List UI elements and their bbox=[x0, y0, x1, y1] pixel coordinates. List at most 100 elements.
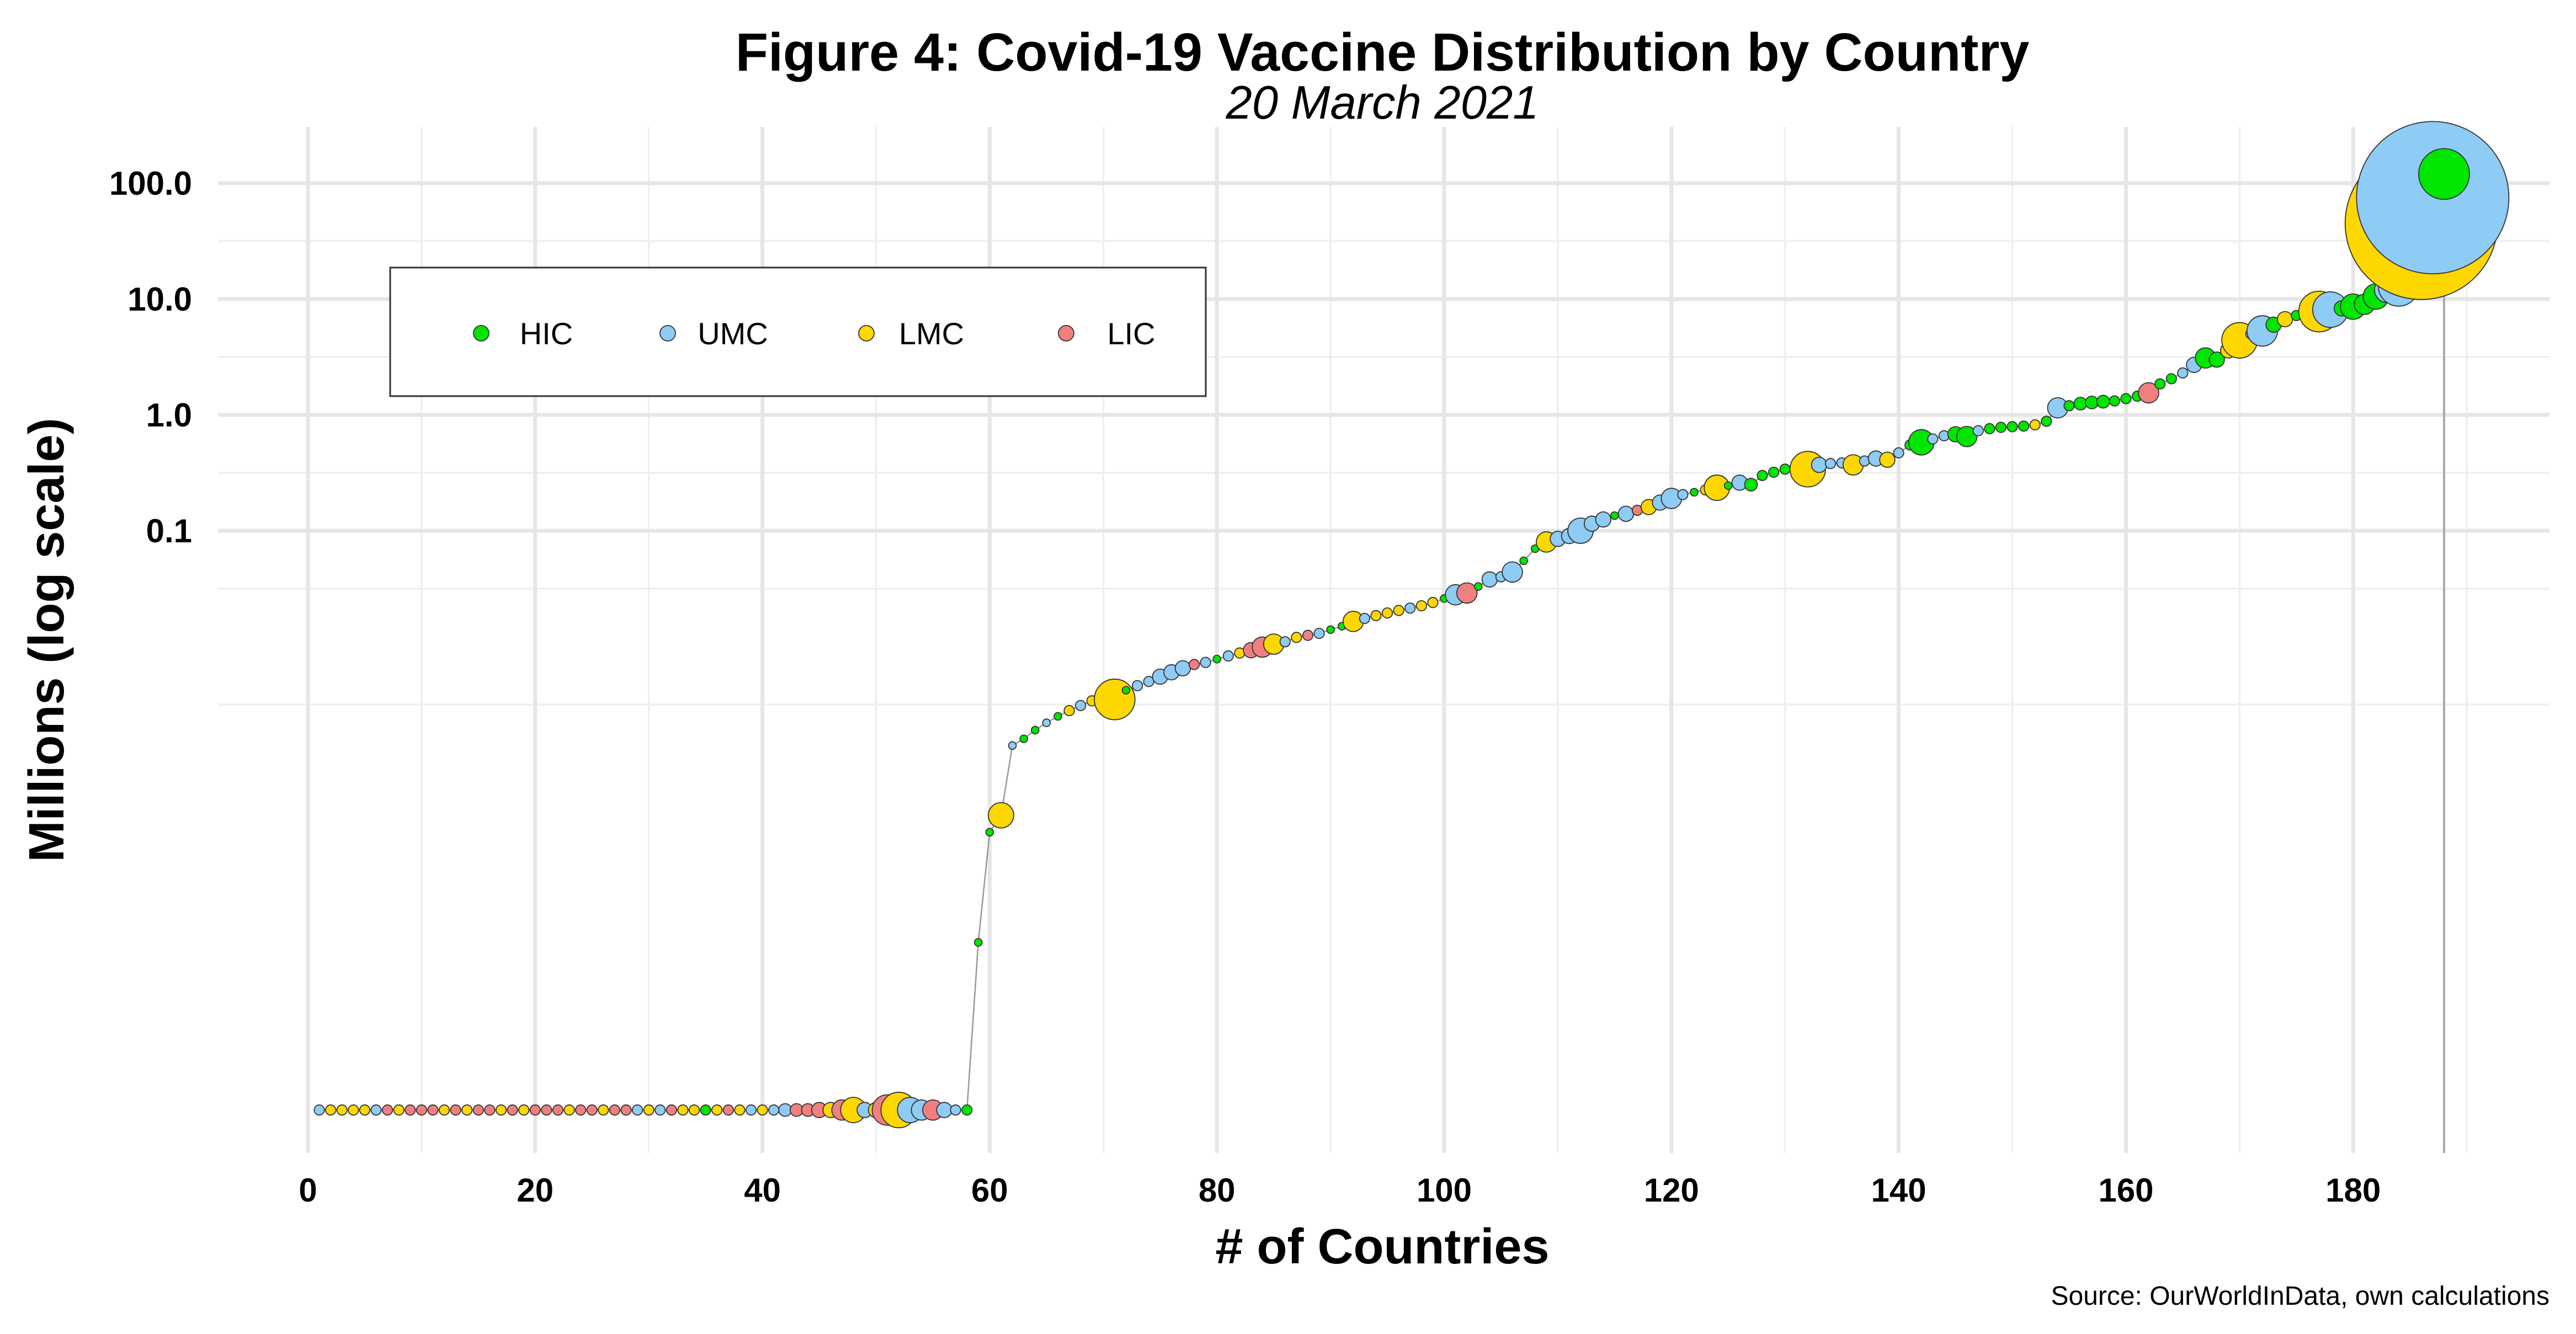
data-point bbox=[1415, 600, 1427, 612]
data-point bbox=[1617, 505, 1635, 522]
data-point bbox=[461, 1104, 473, 1116]
data-point bbox=[495, 1104, 507, 1116]
legend-key-umc bbox=[659, 325, 676, 341]
data-point bbox=[2018, 420, 2030, 432]
data-point bbox=[2096, 394, 2110, 409]
data-point bbox=[1595, 511, 1611, 528]
data-point bbox=[336, 1104, 348, 1116]
data-point bbox=[1610, 511, 1619, 520]
data-point bbox=[1984, 423, 1995, 435]
legend-items: HIC UMC LMC LIC bbox=[473, 316, 1156, 351]
data-point bbox=[2208, 351, 2225, 368]
data-point bbox=[688, 1104, 700, 1116]
data-point bbox=[1972, 425, 1984, 436]
data-point bbox=[2073, 397, 2088, 411]
x-tick-label: 80 bbox=[1199, 1172, 1236, 1209]
data-point bbox=[1744, 478, 1758, 492]
data-point bbox=[985, 828, 994, 837]
y-tick-label: 100.0 bbox=[109, 165, 192, 202]
data-point bbox=[2154, 378, 2166, 389]
data-point bbox=[529, 1104, 541, 1116]
data-point bbox=[416, 1104, 428, 1116]
data-point bbox=[632, 1104, 643, 1116]
data-point bbox=[2138, 382, 2159, 404]
data-point bbox=[1030, 725, 1040, 735]
x-tick-label: 180 bbox=[2325, 1172, 2381, 1209]
data-point bbox=[1427, 597, 1439, 609]
data-point bbox=[2418, 148, 2470, 200]
data-point bbox=[1879, 451, 1896, 468]
legend-key-lmc bbox=[858, 325, 875, 341]
data-point bbox=[1995, 421, 2007, 433]
x-tick-label: 100 bbox=[1417, 1172, 1472, 1209]
data-point bbox=[1811, 456, 1828, 473]
data-point bbox=[2041, 415, 2052, 427]
data-point bbox=[1370, 610, 1382, 621]
data-point bbox=[348, 1104, 359, 1116]
legend-key-hic bbox=[473, 325, 489, 341]
data-point bbox=[1212, 654, 1222, 664]
data-point bbox=[575, 1104, 587, 1116]
data-point bbox=[1824, 458, 1837, 469]
data-point bbox=[936, 1102, 952, 1118]
y-axis-title: Millions (log scale) bbox=[19, 418, 74, 862]
legend-key-lic bbox=[1058, 325, 1074, 341]
data-point bbox=[1473, 582, 1483, 591]
data-point bbox=[450, 1104, 461, 1116]
data-point bbox=[427, 1104, 439, 1116]
data-point bbox=[1053, 712, 1062, 721]
data-point bbox=[552, 1104, 564, 1116]
data-point bbox=[598, 1104, 609, 1116]
legend: HIC UMC LMC LIC bbox=[389, 266, 1207, 397]
chart-subtitle: 20 March 2021 bbox=[1225, 77, 1539, 129]
data-point bbox=[961, 1104, 973, 1116]
x-tick-label: 120 bbox=[1644, 1172, 1699, 1209]
data-point bbox=[1200, 657, 1211, 668]
data-point bbox=[1063, 705, 1075, 717]
data-point bbox=[1131, 680, 1143, 691]
data-point bbox=[1893, 447, 1904, 458]
data-point bbox=[2063, 400, 2075, 412]
y-tick-label: 10.0 bbox=[127, 281, 192, 318]
data-point bbox=[1279, 636, 1291, 648]
data-point bbox=[700, 1104, 711, 1116]
data-point bbox=[1222, 650, 1234, 662]
y-tick-label: 1.0 bbox=[146, 397, 192, 434]
data-point bbox=[1956, 425, 1978, 447]
data-point bbox=[1302, 629, 1314, 641]
data-point bbox=[711, 1104, 723, 1116]
x-tick-label: 140 bbox=[1871, 1172, 1926, 1209]
data-point bbox=[620, 1104, 632, 1116]
data-point bbox=[1502, 561, 1523, 583]
data-point bbox=[313, 1104, 325, 1116]
data-point bbox=[1690, 488, 1699, 497]
legend-label-hic: HIC bbox=[520, 316, 573, 351]
data-point bbox=[1326, 625, 1335, 634]
legend-box bbox=[389, 266, 1207, 397]
legend-label-lmc: LMC bbox=[899, 316, 964, 351]
data-point bbox=[745, 1104, 757, 1116]
data-point bbox=[370, 1104, 382, 1116]
data-point bbox=[359, 1104, 371, 1116]
data-point bbox=[1291, 632, 1302, 643]
x-tick-label: 20 bbox=[517, 1172, 553, 1209]
data-point bbox=[1121, 686, 1131, 695]
chart-caption: Source: OurWorldInData, own calculations bbox=[2051, 1282, 2550, 1311]
data-point bbox=[438, 1104, 450, 1116]
data-point bbox=[654, 1104, 666, 1116]
data-point bbox=[1094, 679, 1136, 721]
data-point bbox=[950, 1104, 961, 1116]
x-tick-label: 60 bbox=[971, 1172, 1008, 1209]
data-point bbox=[541, 1104, 552, 1116]
data-point bbox=[757, 1104, 768, 1116]
data-point bbox=[472, 1104, 484, 1116]
data-point bbox=[1927, 433, 1939, 445]
data-point bbox=[1313, 627, 1325, 639]
data-point bbox=[1174, 660, 1191, 676]
data-point bbox=[2276, 311, 2293, 328]
grid-lines bbox=[218, 127, 2550, 1153]
data-point bbox=[2085, 396, 2099, 409]
data-points bbox=[313, 121, 2510, 1129]
data-point bbox=[1042, 718, 1051, 727]
